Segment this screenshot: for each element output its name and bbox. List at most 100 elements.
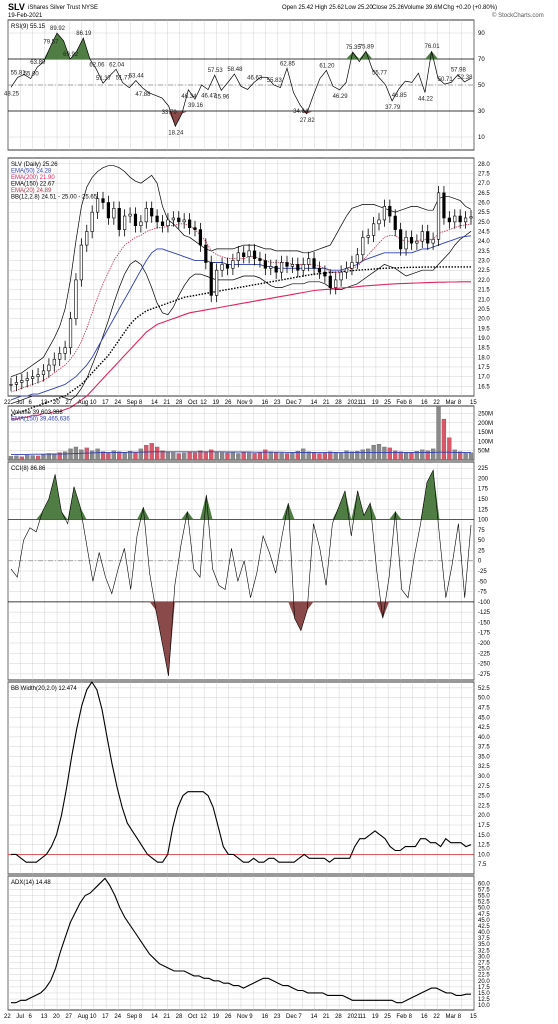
volume-bar bbox=[349, 451, 355, 461]
ema20-line bbox=[10, 223, 472, 393]
volume-bar bbox=[393, 450, 398, 461]
brand-watermark: © StockCharts.com bbox=[492, 12, 544, 19]
volume-bar bbox=[306, 451, 311, 461]
price-candle-body bbox=[409, 237, 414, 244]
header-close: Close 25.26 bbox=[372, 5, 405, 11]
adx-tick-label: 15.0 bbox=[478, 991, 490, 997]
price-candle-body bbox=[209, 262, 213, 296]
rsi-data-label: 55.83 bbox=[267, 78, 283, 84]
volume-bar bbox=[84, 447, 89, 461]
x-axis-tick-label-bottom: 22 bbox=[433, 1014, 440, 1020]
volume-bar bbox=[35, 455, 41, 461]
x-axis-tick-label: 21 bbox=[163, 400, 170, 406]
indicator-panels: 907050301048.2555.8155.0063.8079.5789.92… bbox=[4, 19, 493, 1020]
x-axis-tick-label-bottom: 26 bbox=[225, 1014, 232, 1020]
rsi-data-label: 39.16 bbox=[188, 103, 204, 109]
adx-tick-label: 22.5 bbox=[478, 973, 490, 979]
x-axis-tick-label: Oct bbox=[188, 400, 198, 406]
x-axis-tick-label-bottom: 13 bbox=[41, 1014, 48, 1020]
legend-entry: BB Width(20,2.0) 12.474 bbox=[11, 686, 77, 692]
price-candle-body bbox=[36, 374, 40, 377]
price-candle-body bbox=[453, 215, 457, 223]
cci-overbought-fill bbox=[11, 470, 471, 520]
price-tick-label: 21.5 bbox=[478, 288, 490, 294]
bbwidth-tick-label: 32.5 bbox=[478, 764, 490, 770]
volume-bar bbox=[382, 446, 387, 461]
price-candle-body bbox=[269, 266, 273, 269]
legend-entry: EMA(20) 24.89 bbox=[11, 188, 52, 194]
rsi-data-label: 62.04 bbox=[109, 62, 125, 68]
bbwidth-panel: 52.5 50.0 47.5 45.0 42.5 40.0 37.5 35.0 32.5 30.0… bbox=[7, 680, 490, 875]
price-candle-body bbox=[377, 219, 381, 225]
rsi-data-label: 46.63 bbox=[247, 75, 263, 81]
rsi-data-label: 46.29 bbox=[333, 94, 349, 100]
rsi-tick-label: 30 bbox=[478, 109, 485, 115]
price-candle-body bbox=[20, 380, 24, 383]
x-axis-tick-label: 11 bbox=[360, 400, 367, 406]
price-candle-body bbox=[290, 264, 295, 267]
price-candle-body bbox=[155, 215, 159, 223]
rsi-data-label: 44.22 bbox=[418, 97, 434, 103]
volume-bar bbox=[252, 453, 257, 461]
price-candle-body bbox=[431, 238, 435, 244]
adx-panel: 60.057.555.052.550.047.545.042.540.037.5… bbox=[7, 875, 490, 1011]
volume-bar bbox=[68, 448, 73, 461]
price-candle-body bbox=[263, 260, 267, 269]
volume-bar bbox=[138, 448, 143, 461]
x-axis-tick-label-bottom: Mar bbox=[445, 1014, 455, 1020]
rsi-data-label: 48.25 bbox=[4, 91, 20, 97]
volume-bar bbox=[52, 453, 57, 461]
price-candle-body bbox=[14, 382, 19, 385]
price-candle-body bbox=[447, 217, 451, 223]
volume-bar bbox=[171, 452, 176, 461]
volume-bar bbox=[328, 451, 333, 461]
cci-tick-label: -200 bbox=[478, 641, 491, 647]
price-tick-label: 16.5 bbox=[478, 384, 490, 390]
volume-tick-label: 100M bbox=[478, 439, 493, 445]
cci-tick-label: -25 bbox=[478, 569, 487, 575]
legend-entry: Volume 39,603,388 bbox=[11, 410, 63, 416]
bbwidth-tick-label: 25.0 bbox=[478, 794, 490, 800]
x-axis-tick-label: Nov bbox=[237, 400, 248, 406]
x-axis-tick-label: 24 bbox=[114, 400, 121, 406]
adx-tick-label: 52.5 bbox=[478, 900, 490, 906]
price-candle-body bbox=[177, 217, 181, 223]
volume-bar bbox=[403, 452, 409, 461]
volume-bar bbox=[160, 450, 165, 461]
price-tick-label: 17.0 bbox=[478, 375, 490, 381]
price-tick-label: 24.5 bbox=[478, 230, 490, 236]
cci-tick-label: 50 bbox=[478, 538, 485, 544]
x-axis-tick-label-bottom: 9 bbox=[249, 1014, 253, 1020]
price-candle-body bbox=[225, 264, 230, 269]
volume-bar bbox=[414, 450, 419, 461]
rsi-line bbox=[10, 32, 472, 128]
volume-bar bbox=[409, 452, 414, 461]
legend-entry: RSI(9) 55.15 bbox=[11, 24, 46, 30]
volume-bar bbox=[144, 445, 149, 461]
volume-bar bbox=[122, 452, 127, 461]
volume-bar bbox=[436, 405, 441, 461]
price-tick-label: 25.5 bbox=[478, 210, 490, 216]
volume-bar bbox=[155, 446, 160, 461]
price-candle-body bbox=[41, 370, 46, 376]
price-candle-body bbox=[442, 192, 446, 219]
volume-bar bbox=[344, 450, 349, 461]
x-axis-tick-label-bottom: 8 bbox=[139, 1014, 143, 1020]
price-candle-body bbox=[339, 271, 343, 281]
price-tick-label: 26.5 bbox=[478, 191, 490, 197]
price-candle-body bbox=[220, 264, 224, 271]
price-tick-label: 26.0 bbox=[478, 201, 490, 207]
x-axis-tick-label: 9 bbox=[249, 400, 253, 406]
volume-bar bbox=[339, 452, 344, 461]
cci-tick-label: 175 bbox=[478, 487, 489, 493]
x-axis-tick-label: 16 bbox=[262, 400, 269, 406]
adx-tick-label: 57.5 bbox=[478, 887, 490, 893]
price-candle-body bbox=[139, 221, 143, 227]
rsi-tick-label: 50 bbox=[478, 83, 485, 89]
x-axis-tick-label: 28 bbox=[176, 400, 183, 406]
cci-tick-label: -125 bbox=[478, 610, 491, 616]
volume-bar bbox=[165, 451, 171, 461]
price-candle-body bbox=[355, 254, 359, 263]
x-axis-tick-label: 16 bbox=[421, 400, 428, 406]
rsi-data-label: 27.82 bbox=[300, 118, 316, 124]
